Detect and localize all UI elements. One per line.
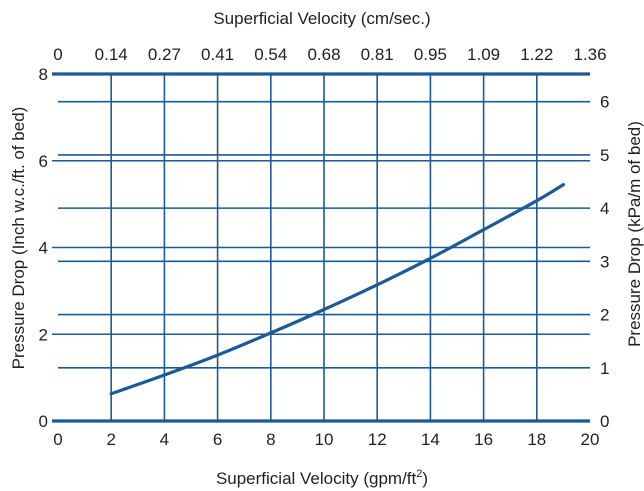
top-x-tick-label: 0.68 (307, 45, 340, 64)
left-y-tick-label: 2 (39, 325, 48, 344)
bottom-x-tick-label: 6 (213, 430, 222, 449)
left-y-tick-label: 0 (39, 412, 48, 431)
right-y-tick-label: 1 (600, 359, 609, 378)
bottom-x-tick-label: 4 (160, 430, 169, 449)
grid (52, 72, 590, 423)
top-x-tick-label: 0 (53, 45, 62, 64)
right-y-tick-label: 4 (600, 199, 609, 218)
bottom-x-tick-label: 16 (474, 430, 493, 449)
bottom-x-axis-title-superscript: 2 (416, 468, 422, 480)
bottom-x-tick-label: 0 (53, 430, 62, 449)
right-y-tick-label: 0 (600, 412, 609, 431)
bottom-x-tick-label: 20 (581, 430, 600, 449)
bottom-x-axis-title-main: Superficial Velocity (gpm/ft (216, 469, 417, 488)
right-y-tick-label: 3 (600, 252, 609, 271)
left-y-axis-title: Pressure Drop (Inch w.c./ft. of bed) (9, 107, 28, 370)
top-x-tick-label: 0.54 (254, 45, 287, 64)
bottom-x-axis-title-end: ) (422, 469, 428, 488)
left-y-tick-label: 8 (39, 65, 48, 84)
right-y-axis-title: Pressure Drop (kPa/m of bed) (625, 121, 644, 347)
top-x-tick-label: 0.81 (361, 45, 394, 64)
left-y-tick-label: 4 (39, 239, 48, 258)
bottom-x-axis-title: Superficial Velocity (gpm/ft2) (216, 468, 428, 488)
top-x-tick-label: 0.27 (148, 45, 181, 64)
top-x-tick-label: 0.95 (414, 45, 447, 64)
bottom-x-tick-label: 14 (421, 430, 440, 449)
top-x-axis-title: Superficial Velocity (cm/sec.) (213, 9, 430, 28)
top-x-tick-label: 1.09 (467, 45, 500, 64)
left-y-tick-label: 6 (39, 152, 48, 171)
top-x-tick-label: 1.36 (573, 45, 606, 64)
bottom-x-tick-label: 18 (527, 430, 546, 449)
top-x-tick-label: 0.14 (95, 45, 128, 64)
right-y-tick-label: 5 (600, 146, 609, 165)
bottom-x-tick-label: 12 (368, 430, 387, 449)
top-x-tick-label: 1.22 (520, 45, 553, 64)
top-x-tick-label: 0.41 (201, 45, 234, 64)
right-y-tick-label: 2 (600, 306, 609, 325)
tick-labels: 0 2 4 6 8 10 12 14 16 18 200 0.14 0.27 0.41 0.54 0.68 0.… (39, 45, 610, 449)
right-y-tick-label: 6 (600, 93, 609, 112)
bottom-x-tick-label: 10 (315, 430, 334, 449)
series-layer (109, 183, 565, 396)
bottom-x-tick-label: 8 (266, 430, 275, 449)
pressure-drop-curve (109, 183, 565, 396)
bottom-x-tick-label: 2 (106, 430, 115, 449)
